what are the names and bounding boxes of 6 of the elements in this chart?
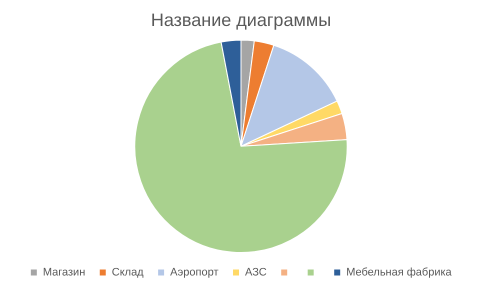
chart-title: Название диаграммы	[150, 10, 332, 30]
legend-label: Аэропорт	[170, 266, 219, 279]
legend-label: Магазин	[42, 266, 86, 279]
legend-label: Мебельная фабрика	[346, 266, 453, 279]
legend-label: АЗС	[245, 266, 267, 279]
legend-label: Склад	[112, 266, 144, 279]
